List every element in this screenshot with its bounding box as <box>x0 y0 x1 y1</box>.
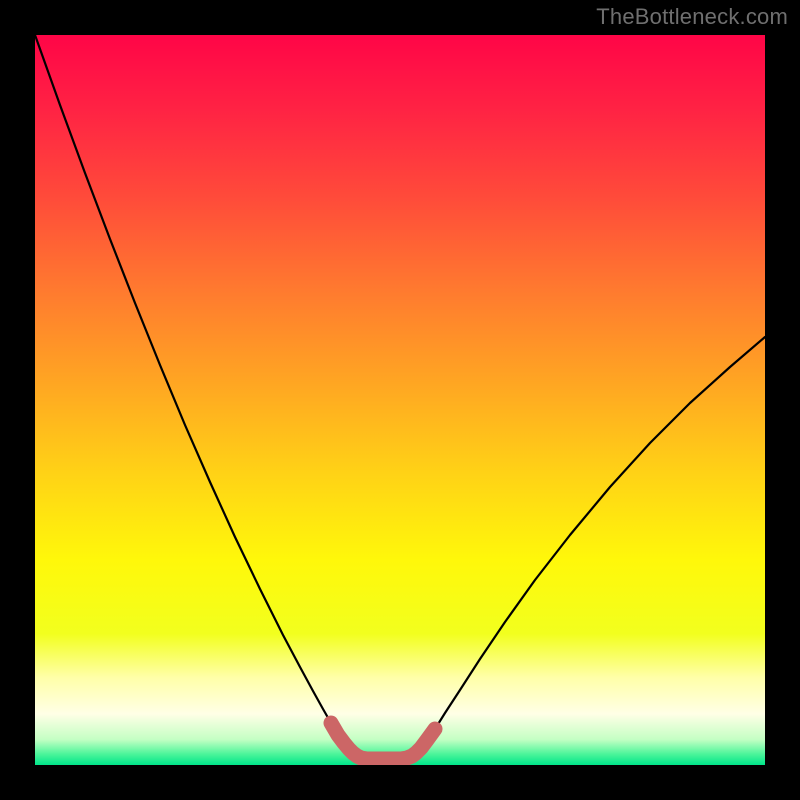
bottleneck-plot <box>35 35 765 765</box>
watermark-text: TheBottleneck.com <box>596 4 788 30</box>
chart-frame: TheBottleneck.com <box>0 0 800 800</box>
plot-svg <box>35 35 765 765</box>
plot-background <box>35 35 765 765</box>
